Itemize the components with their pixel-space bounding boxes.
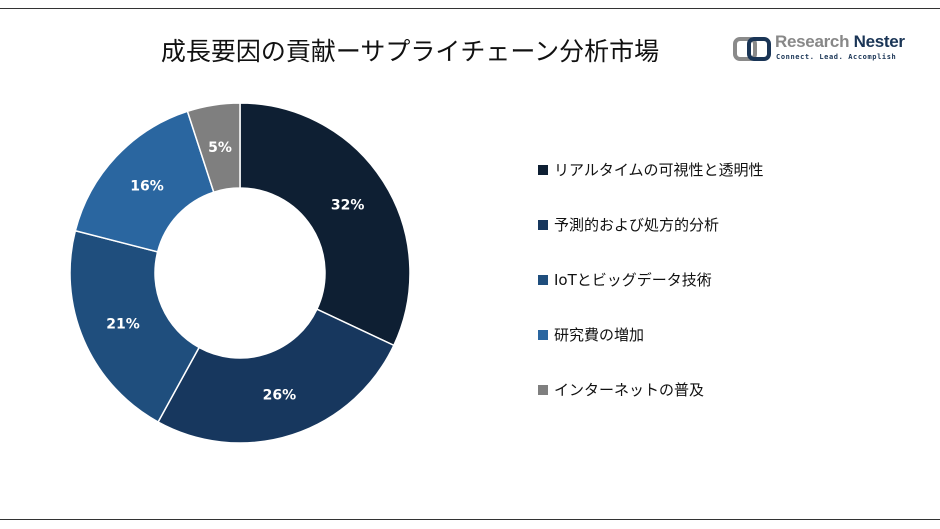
legend-label: 研究費の増加 <box>554 326 645 344</box>
legend-item: IoTとビッグデータ技術 <box>538 252 764 307</box>
legend-swatch <box>538 274 548 285</box>
slice-label: 21% <box>106 317 140 333</box>
logo-name: Research Nester <box>775 32 905 52</box>
top-rule <box>0 8 940 9</box>
logo-tagline: Connect. Lead. Accomplish <box>776 53 897 61</box>
slice-label: 5% <box>208 140 232 156</box>
slice-label: 16% <box>130 179 164 195</box>
logo-name-1: Research <box>775 32 850 51</box>
legend-item: インターネットの普及 <box>538 362 764 417</box>
legend-label: IoTとビッグデータ技術 <box>554 271 712 289</box>
legend-item: 予測的および処方的分析 <box>538 197 764 252</box>
slice-label: 32% <box>331 198 365 214</box>
legend-swatch <box>538 164 548 175</box>
legend-label: インターネットの普及 <box>554 381 705 399</box>
legend: リアルタイムの可視性と透明性 予測的および処方的分析 IoTとビッグデータ技術 研究費… <box>538 142 764 417</box>
legend-label: 予測的および処方的分析 <box>554 216 720 234</box>
donut-slice <box>69 229 201 423</box>
donut-slice <box>239 102 411 347</box>
legend-swatch <box>538 384 548 395</box>
legend-label: リアルタイムの可視性と透明性 <box>554 161 764 179</box>
chart-title: 成長要因の貢献ーサプライチェーン分析市場 <box>160 37 660 66</box>
legend-swatch <box>538 219 548 230</box>
bottom-rule <box>0 519 940 520</box>
legend-item: リアルタイムの可視性と透明性 <box>538 142 764 197</box>
donut-slice <box>186 102 241 194</box>
logo-name-2: Nester <box>853 32 905 51</box>
research-nester-logo: Research Nester Connect. Lead. Accomplis… <box>733 32 933 68</box>
slice-label: 26% <box>263 387 297 403</box>
donut-slice <box>157 308 395 444</box>
donut-chart: 32% 26% 21% 16% 5% <box>69 102 411 444</box>
legend-swatch <box>538 329 548 340</box>
logo-icon <box>733 37 771 61</box>
legend-item: 研究費の増加 <box>538 307 764 362</box>
